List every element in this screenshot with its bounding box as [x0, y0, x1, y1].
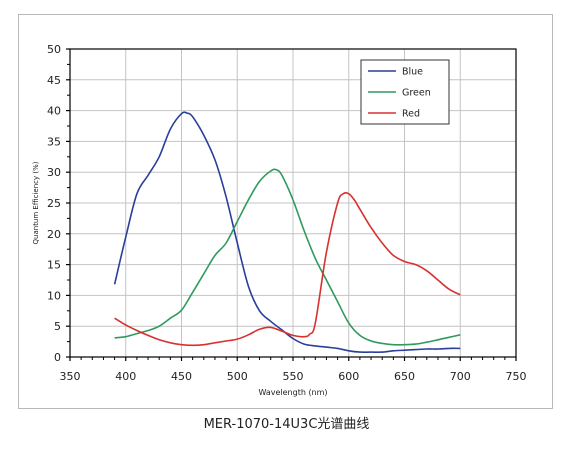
y-tick-label: 40	[47, 105, 61, 118]
y-tick-label: 30	[47, 166, 61, 179]
x-tick-label: 400	[115, 370, 136, 383]
tick-layer	[66, 48, 517, 361]
tick-label-layer: 350 400 450 500 550 600 650 700 750 0 5 10 15 20 25 30 3…	[47, 43, 527, 383]
legend-label-blue: Blue	[402, 67, 423, 78]
series-layer	[113, 111, 461, 353]
series-line-blue	[113, 111, 461, 353]
y-axis-label: Quantum Efficiency (%)	[32, 161, 40, 244]
figure-caption: MER-1070-14U3C光谱曲线	[203, 417, 370, 432]
x-tick-label: 650	[394, 370, 415, 383]
x-tick-label: 600	[338, 370, 359, 383]
x-axis-label: Wavelength (nm)	[258, 388, 327, 397]
x-tick-label: 750	[506, 370, 527, 383]
y-tick-label: 25	[47, 197, 61, 210]
x-tick-label: 500	[227, 370, 248, 383]
line-chart: 350 400 450 500 550 600 650 700 750 0 5 10 15 20 25 30 3…	[32, 43, 527, 397]
y-tick-label: 5	[54, 320, 61, 333]
legend-label-green: Green	[402, 88, 431, 99]
x-tick-label: 350	[60, 370, 81, 383]
y-tick-label: 15	[47, 259, 61, 272]
x-tick-label: 700	[450, 370, 471, 383]
y-tick-label: 50	[47, 43, 61, 56]
x-tick-label: 450	[171, 370, 192, 383]
legend: Blue Green Red	[360, 59, 450, 125]
chart-frame: 350 400 450 500 550 600 650 700 750 0 5 10 15 20 25 30 3…	[18, 14, 553, 409]
series-line-red	[114, 191, 461, 347]
plot-area-border	[69, 48, 517, 358]
y-tick-label: 35	[47, 135, 61, 148]
y-tick-label: 10	[47, 289, 61, 302]
x-tick-label: 550	[283, 370, 304, 383]
legend-label-red: Red	[402, 109, 420, 120]
y-tick-label: 0	[54, 351, 61, 364]
y-tick-label: 20	[47, 228, 61, 241]
series-line-green	[114, 168, 461, 346]
y-tick-label: 45	[47, 74, 61, 87]
